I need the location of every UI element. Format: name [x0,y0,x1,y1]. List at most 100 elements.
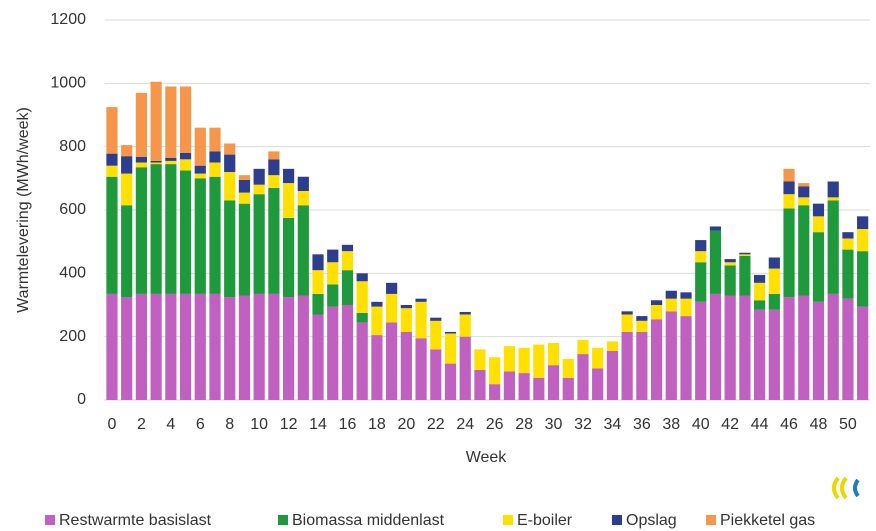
x-tick-label: 40 [692,416,710,433]
bar-segment [341,270,354,305]
bar-segment [268,159,280,176]
bar-segment [341,244,354,252]
bar-segment [798,183,810,187]
legend-swatch [45,515,55,525]
bar-segment [489,357,501,385]
x-tick-label: 18 [368,416,386,433]
bar-segment [798,197,810,206]
bar-segment [857,306,869,400]
bar-segment [592,347,604,369]
bar-segment [768,293,780,310]
bar-segment [724,262,736,266]
bar-segment [224,297,236,400]
bar-segment [459,336,471,400]
x-tick-label: 10 [250,416,268,433]
bar-segment [739,295,751,400]
bar-segment [194,293,206,400]
bar-segment [444,333,457,364]
bar-segment [121,145,133,157]
x-tick-label: 12 [280,416,298,433]
bar-segment [194,165,206,174]
bar-segment [827,197,839,201]
bar-segment [150,293,162,400]
bar-segment [606,341,619,351]
x-tick-label: 24 [456,416,474,433]
bar-segment [224,143,236,155]
bar-segment [400,331,412,400]
x-tick-label: 38 [662,416,680,433]
bar-segment [798,295,810,400]
x-tick-label: 30 [545,416,563,433]
bar-segment [857,251,869,307]
bar-segment [253,293,265,400]
x-tick-label: 28 [515,416,533,433]
bar-segment [268,151,280,160]
bar-segment [135,162,147,168]
bar-segment [356,322,368,400]
bar-segment [827,200,839,294]
bar-segment [695,240,707,252]
bar-segment [268,293,280,400]
bar-segment [371,335,383,400]
bar-segment [238,203,251,296]
bar-segment [327,284,339,307]
bar-segment [739,252,751,255]
legend-label: Biomassa middenlast [292,512,445,529]
x-tick-label: 42 [721,416,739,433]
bar-segment [444,363,457,400]
x-tick-label: 4 [166,416,175,433]
bar-segment [268,175,280,188]
bar-segment [297,191,309,206]
bar-segment [106,107,118,154]
bar-segment [165,164,177,294]
bar-segment [135,92,147,157]
bar-segment [474,369,486,400]
bar-segment [209,176,221,294]
bar-segment [503,346,515,372]
bar-segment [739,254,751,256]
bar-segment [165,160,177,165]
bar-segment [768,268,780,294]
bar-segment [224,200,236,298]
legend-swatch [612,515,622,525]
bar-segment [518,347,530,374]
bar-segment [783,297,795,400]
bar-segment [400,305,412,309]
bar-segment [812,216,825,233]
bar-segment [768,309,780,400]
bar-segment [371,306,383,336]
y-tick-label: 1000 [50,75,86,92]
bar-segment [386,282,398,294]
x-tick-label: 50 [839,416,857,433]
bar-segment [194,178,206,294]
bar-segment [665,311,677,400]
x-tick-label: 14 [309,416,327,433]
bar-segment [312,270,324,294]
legend-label: E-boiler [517,512,573,529]
bar-segment [282,297,295,400]
bar-segment [636,316,648,321]
bar-segment [282,217,295,298]
bar-segment [135,167,147,294]
x-tick-label: 32 [574,416,592,433]
y-tick-label: 1200 [50,11,86,28]
bar-segment [533,377,545,400]
y-tick-label: 0 [77,391,86,408]
bar-segment [179,170,192,294]
bar-segment [238,192,251,204]
x-tick-label: 44 [751,416,769,433]
bar-segment [238,295,251,400]
bar-segment [503,371,515,400]
bar-segment [297,205,309,296]
bar-segment [341,251,354,271]
bar-segment [165,157,177,161]
bar-segment [798,205,810,296]
bar-segment [724,259,736,263]
bar-segment [106,165,118,177]
bar-segment [812,232,825,302]
bar-segment [577,339,589,355]
bar-segment [621,331,633,400]
x-tick-label: 48 [810,416,828,433]
bar-segment [724,265,736,296]
